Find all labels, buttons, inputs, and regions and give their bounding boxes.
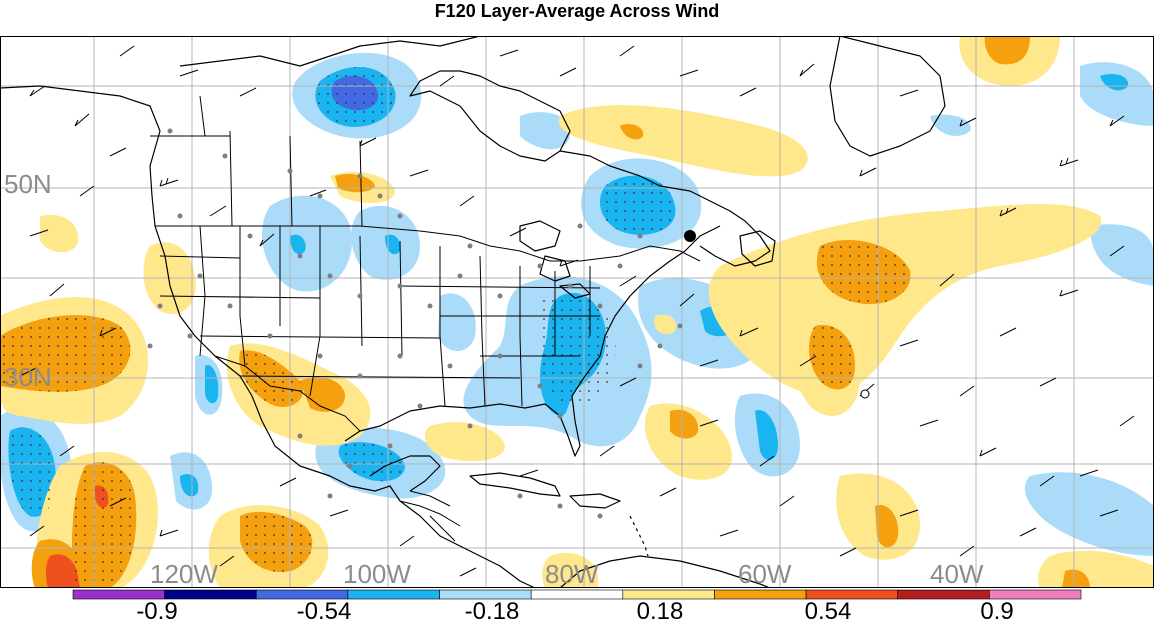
hispaniola (569, 493, 621, 509)
map-title: F120 Layer-Average Across Wind (434, 1, 720, 21)
colorbar-cell (347, 589, 440, 600)
colorbar-cells (72, 589, 1082, 600)
political-borders (150, 95, 701, 542)
lon-label-40w: 40W (930, 559, 984, 588)
colorbar-cell (530, 589, 624, 600)
coastlines (0, 36, 946, 588)
hudson-bay (409, 70, 571, 162)
colorbar-tick--0.54: -0.54 (297, 598, 352, 622)
lon-label-100w: 100W (343, 559, 411, 588)
colorbar-cell (164, 589, 257, 600)
wind-barbs (19, 45, 1135, 577)
cuba (469, 472, 561, 497)
gulf-coast (344, 225, 721, 457)
colorbar: -0.9 -0.54 -0.18 0.18 0.54 0.9 (72, 589, 1082, 622)
graticule (0, 36, 1154, 588)
lon-label-120w: 120W (150, 559, 218, 588)
arctic-islands (179, 36, 481, 67)
lesser-antilles (629, 515, 649, 557)
colorbar-tick--0.18: -0.18 (465, 598, 520, 622)
us-canada-border (155, 225, 701, 262)
colorbar-tick-0.18: 0.18 (637, 598, 684, 622)
central-america-borders (399, 490, 461, 542)
lat-label-50n: 50N (4, 169, 52, 199)
south-america (559, 555, 771, 588)
north-america-coast (0, 85, 536, 588)
highlight-marker (684, 230, 696, 242)
colorbar-tick-0.9: 0.9 (980, 598, 1013, 622)
lat-label-30n: 30N (4, 362, 52, 392)
us-state-lines (159, 225, 601, 407)
map-panel: 50N 30N 120W 100W 80W 60W 40W (0, 36, 1154, 588)
colorbar-cell (989, 589, 1082, 600)
colorbar-tick--0.9: -0.9 (136, 598, 177, 622)
yucatan-coast (369, 455, 441, 492)
colorbar-cell (714, 589, 807, 600)
station-markers (147, 128, 683, 519)
canada-provinces (150, 95, 363, 227)
lon-label-80w: 80W (545, 559, 599, 588)
lon-label-60w: 60W (738, 559, 792, 588)
open-marker (860, 389, 870, 399)
newfoundland (739, 230, 776, 267)
colorbar-cell (897, 589, 990, 600)
greenland (829, 36, 946, 157)
colorbar-tick-0.54: 0.54 (805, 598, 852, 622)
labrador-coast (559, 150, 771, 267)
